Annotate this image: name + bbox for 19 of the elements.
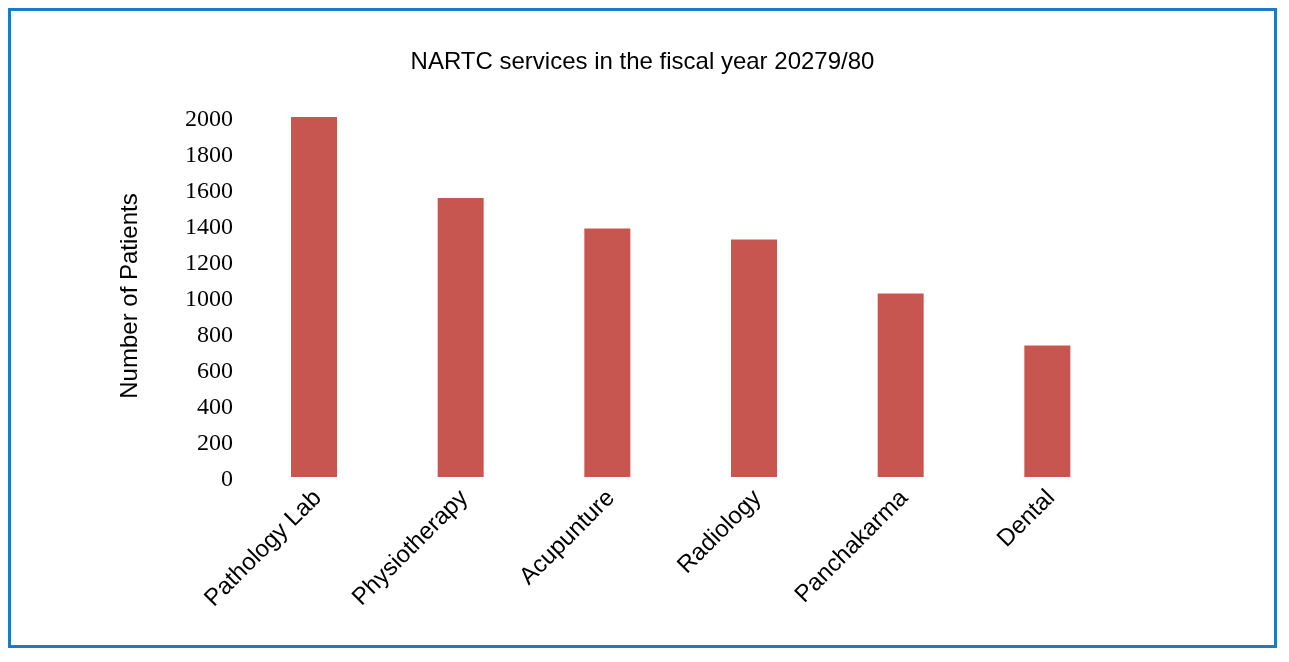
y-tick-label: 1400 (185, 212, 233, 239)
bar (731, 239, 777, 477)
y-tick-label: 2000 (185, 104, 233, 131)
y-tick-label: 1800 (185, 140, 233, 167)
chart-title: NARTC services in the fiscal year 20279/80 (409, 47, 876, 75)
y-tick-label: 200 (197, 428, 233, 455)
bar (1024, 345, 1071, 477)
bar (584, 228, 631, 477)
y-tick-label: 1200 (185, 248, 233, 275)
y-tick-label: 0 (221, 464, 233, 491)
bar (291, 117, 337, 477)
bar (437, 198, 484, 477)
y-tick-label: 600 (197, 356, 233, 383)
y-tick-label: 1600 (185, 176, 233, 203)
y-tick-label: 400 (197, 392, 233, 419)
y-tick-label: 1000 (185, 284, 233, 311)
bar (877, 293, 924, 477)
y-axis-title: Number of Patients (115, 193, 143, 399)
y-tick-label: 800 (197, 320, 233, 347)
